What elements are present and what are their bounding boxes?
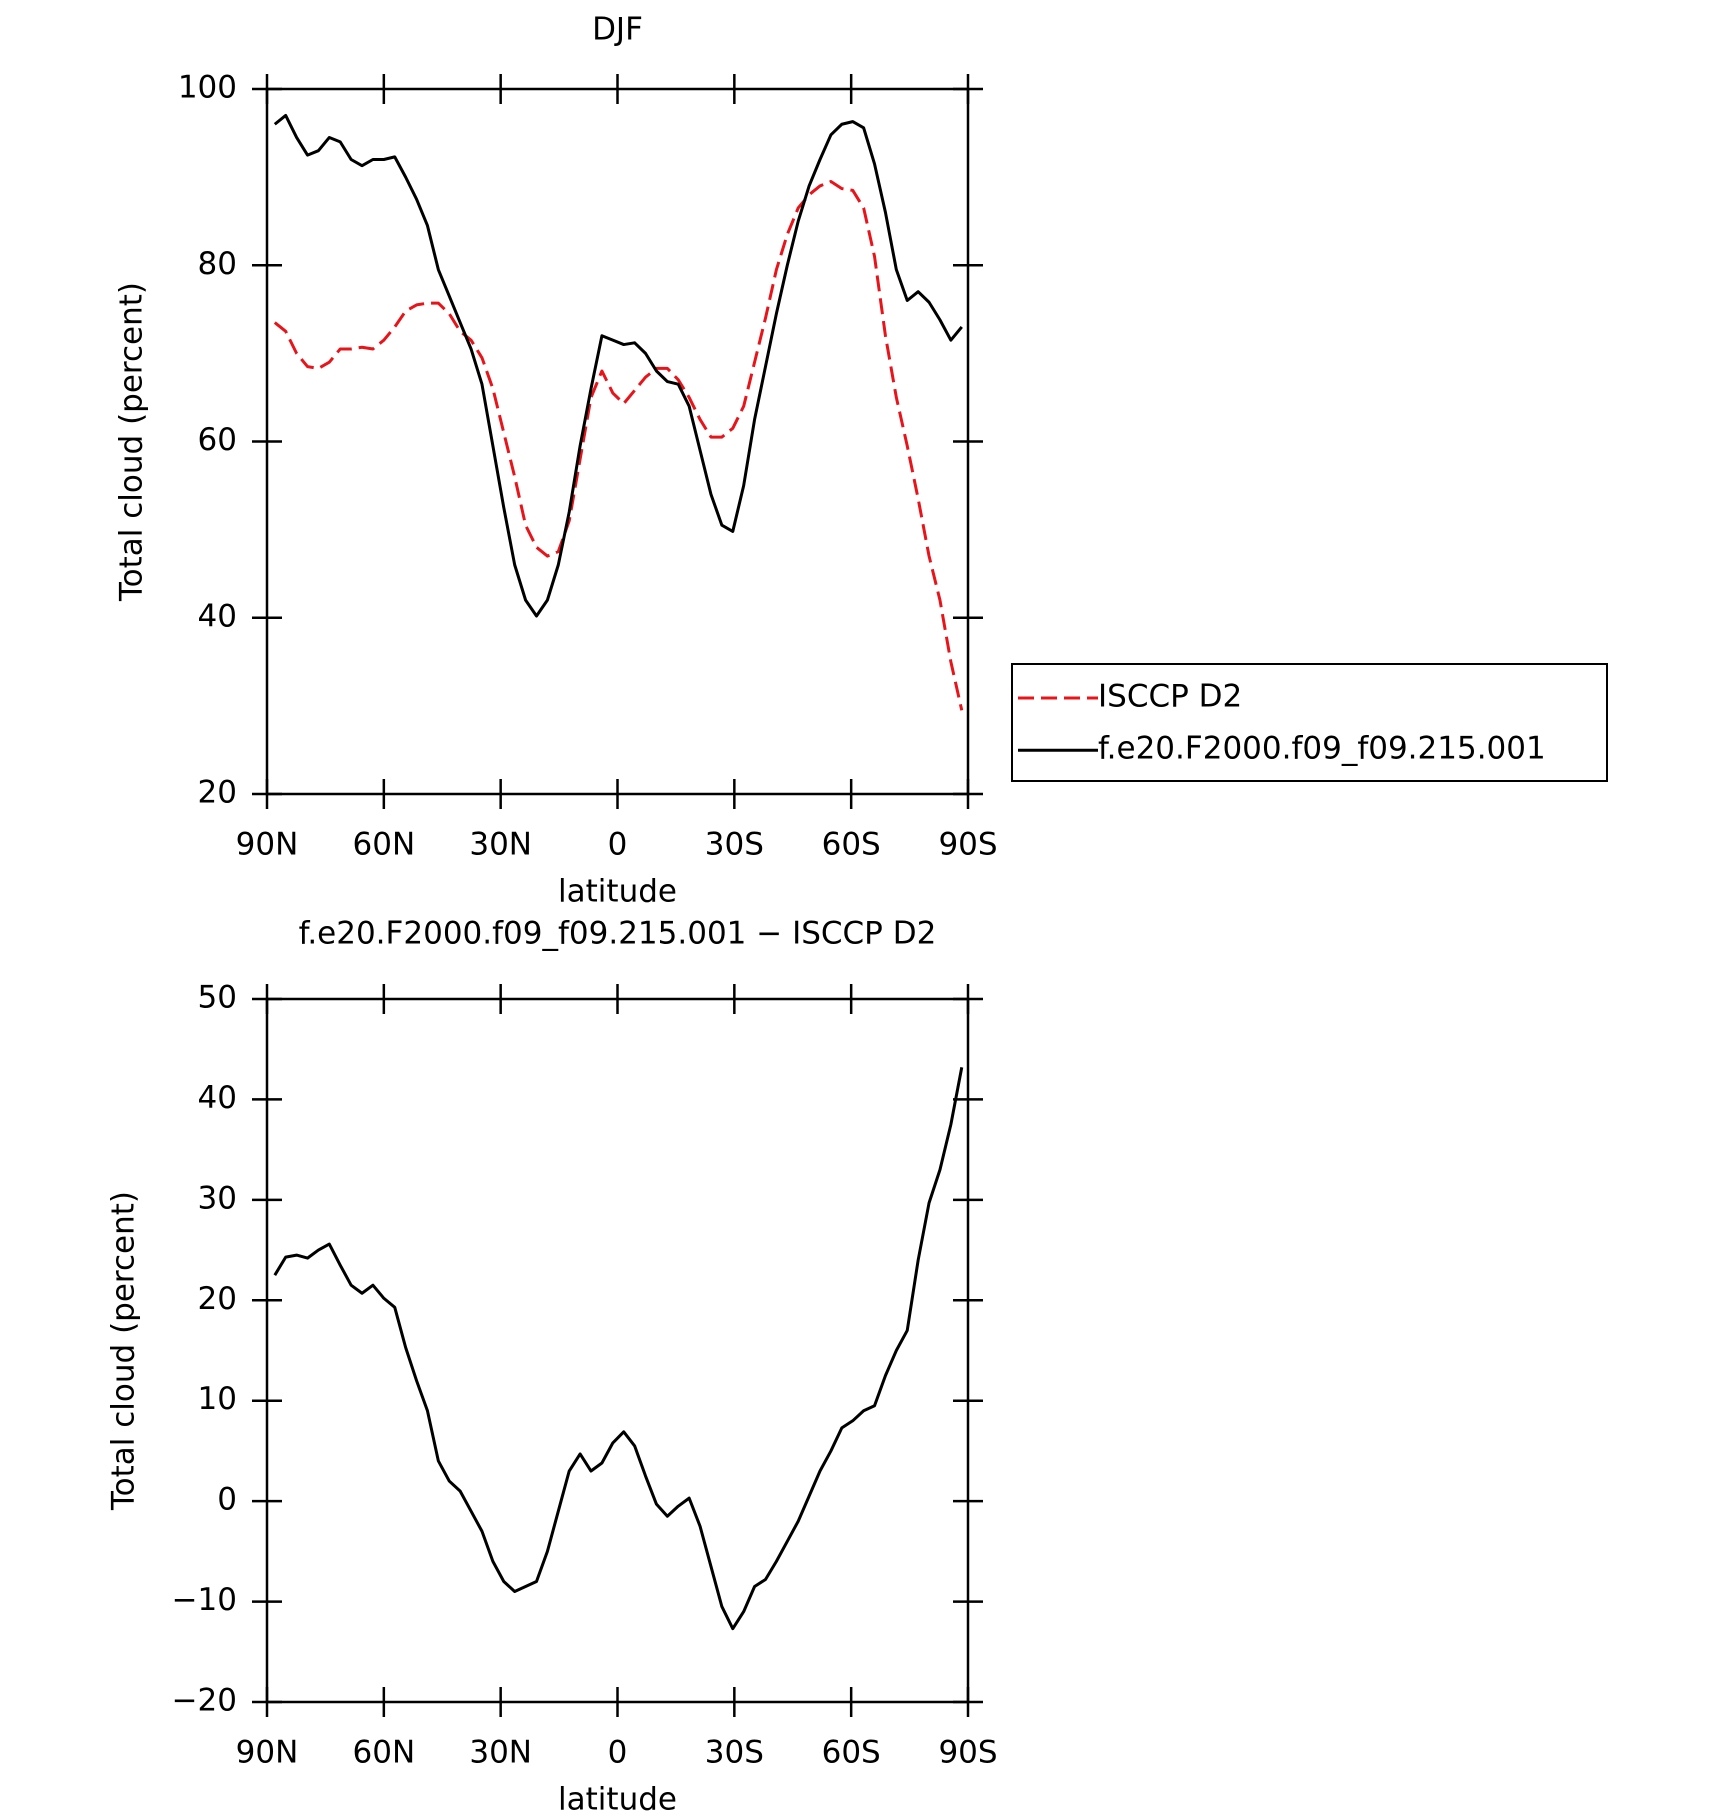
x-axis-label: latitude (558, 874, 677, 910)
chart-title: DJF (592, 12, 643, 48)
y-tick-label: 30 (198, 1180, 237, 1216)
y-tick-label: 80 (198, 246, 237, 282)
x-tick-label: 60N (353, 1735, 416, 1771)
y-axis-label: Total cloud (percent) (114, 282, 150, 602)
x-tick-label: 60S (822, 1735, 881, 1771)
x-tick-label: 0 (608, 1735, 628, 1771)
x-tick-label: 30N (469, 1735, 532, 1771)
legend-box (1011, 663, 1608, 782)
x-tick-label: 90N (236, 1735, 299, 1771)
legend-label: ISCCP D2 (1098, 679, 1242, 715)
x-tick-label: 30N (469, 827, 532, 863)
y-tick-label: −10 (172, 1582, 237, 1618)
chart-title: f.e20.F2000.f09_f09.215.001 − ISCCP D2 (299, 916, 937, 952)
x-tick-label: 90S (938, 1735, 997, 1771)
x-tick-label: 60S (822, 827, 881, 863)
y-tick-label: 40 (198, 598, 237, 634)
y-tick-label: 40 (198, 1080, 237, 1116)
x-axis-label: latitude (558, 1782, 677, 1816)
x-tick-label: 60N (353, 827, 416, 863)
x-tick-label: 30S (705, 827, 764, 863)
x-tick-label: 30S (705, 1735, 764, 1771)
plot-frame (265, 87, 970, 796)
y-tick-label: 0 (217, 1482, 237, 1518)
y-tick-label: 10 (198, 1381, 237, 1417)
data-line (273, 113, 963, 618)
y-tick-label: 50 (198, 980, 237, 1016)
legend-label: f.e20.F2000.f09_f09.215.001 (1098, 731, 1546, 767)
y-axis-label: Total cloud (percent) (106, 1191, 142, 1511)
y-tick-label: −20 (172, 1683, 237, 1719)
y-tick-label: 20 (198, 1281, 237, 1317)
y-tick-label: 100 (178, 70, 237, 106)
y-tick-label: 60 (198, 422, 237, 458)
x-tick-label: 90S (938, 827, 997, 863)
x-tick-label: 90N (236, 827, 299, 863)
plot-frame (265, 997, 970, 1704)
data-line (273, 1067, 964, 1631)
y-tick-label: 20 (198, 775, 237, 811)
data-line (273, 180, 964, 711)
x-tick-label: 0 (608, 827, 628, 863)
